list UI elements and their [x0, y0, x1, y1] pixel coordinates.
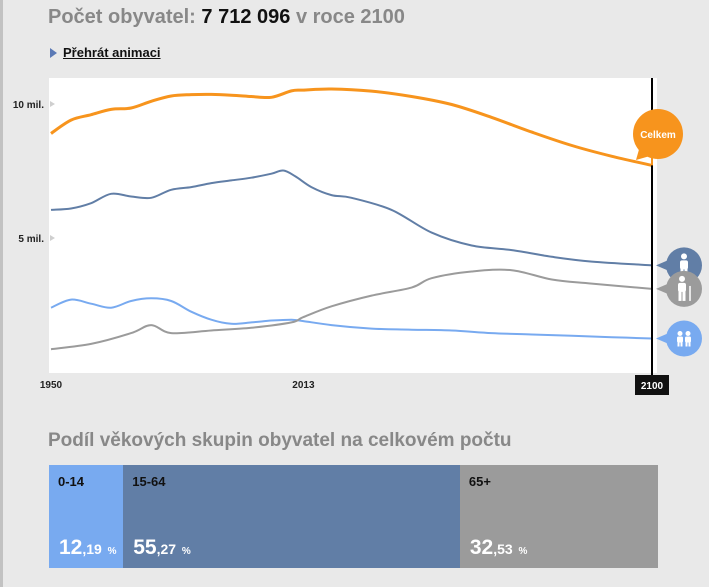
- population-line-chart: 5 mil. 10 mil. 1950 2013 2100 Celkem: [13, 78, 702, 395]
- share-label-0-14: 0-14: [58, 474, 85, 489]
- share-segment-15-64[interactable]: 15-64 55,27 %: [123, 465, 460, 568]
- series-line-age-65-plus: [50, 268, 653, 351]
- share-value-0-14: 12,19 %: [59, 536, 117, 559]
- total-label-text: Celkem: [640, 130, 676, 141]
- series-line-age-0-14: [50, 297, 653, 340]
- share-segment-0-14[interactable]: 0-14 12,19 %: [49, 465, 124, 568]
- share-value-15-64: 55,27 %: [133, 536, 191, 559]
- page-title: Počet obyvatel: 7 712 096 v roce 2100: [48, 6, 405, 29]
- children-icon: [656, 320, 702, 357]
- title-prefix: Počet obyvatel:: [48, 6, 196, 28]
- y-tick-label: 10 mil.: [13, 100, 44, 111]
- left-border: [0, 0, 3, 587]
- x-tick-label: 2013: [292, 380, 315, 391]
- play-icon: [50, 47, 57, 58]
- plot-area: [49, 78, 657, 373]
- y-tick-marker: [50, 235, 55, 241]
- x-tick-label: 2100: [641, 381, 664, 392]
- series-line-total: [50, 87, 653, 167]
- population-value: 7 712 096: [201, 6, 291, 28]
- share-segment-65-plus[interactable]: 65+ 32,53 %: [459, 465, 658, 568]
- play-animation-label: Přehrát animaci: [63, 45, 161, 60]
- total-label-bubble: Celkem: [633, 109, 683, 166]
- y-tick-label: 5 mil.: [18, 234, 44, 245]
- play-animation-link[interactable]: Přehrát animaci: [50, 45, 161, 60]
- elderly-person-icon: [656, 270, 702, 307]
- share-value-65-plus: 32,53 %: [469, 536, 528, 559]
- x-tick-label: 1950: [40, 380, 63, 391]
- series-line-age-15-64: [50, 169, 653, 267]
- share-label-65-plus: 65+: [468, 474, 491, 489]
- y-tick-marker: [50, 101, 55, 107]
- age-share-title: Podíl věkových skupin obyvatel na celkov…: [48, 430, 512, 451]
- share-label-15-64: 15-64: [132, 474, 166, 489]
- age-share-bar: 0-14 12,19 % 15-64 55,27 % 65+ 32,53 %: [49, 465, 658, 568]
- title-suffix: v roce 2100: [295, 6, 405, 28]
- x-tick-highlight-box: [635, 375, 669, 395]
